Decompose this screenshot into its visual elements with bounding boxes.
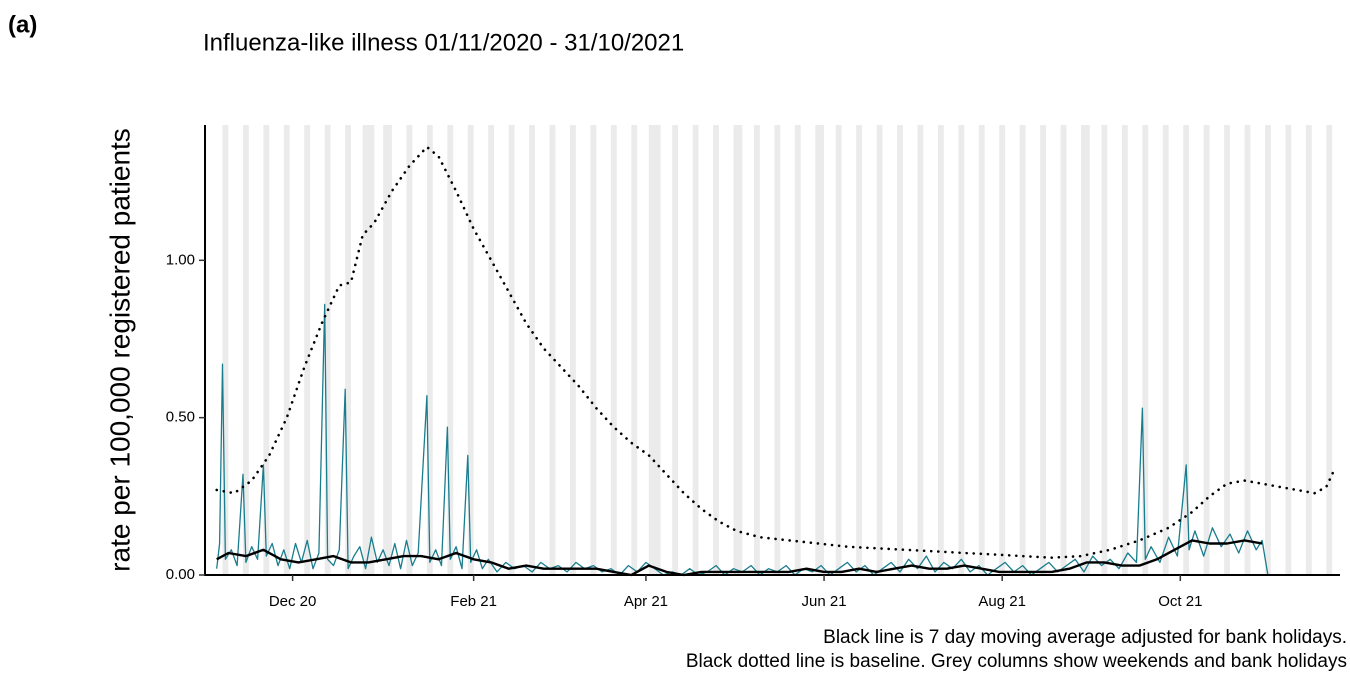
shaded-column [610,125,617,575]
shaded-column [570,125,576,575]
x-tick-label: Dec 20 [269,593,317,610]
shaded-column [283,125,290,575]
shaded-column [876,125,883,575]
shaded-column [835,125,842,575]
shaded-column [794,125,801,575]
shaded-column [1183,125,1190,575]
shaded-column [733,125,743,575]
shaded-column [467,125,474,575]
panel-label: (a) [8,11,37,38]
shaded-column [508,125,515,575]
shaded-column [1019,125,1026,575]
shaded-column [1162,125,1169,575]
shaded-column [937,125,944,575]
series-line [216,303,1269,576]
shaded-column [978,125,985,575]
shaded-column [648,125,661,575]
x-tick-label: Apr 21 [624,593,668,610]
x-tick-label: Aug 21 [978,593,1026,610]
shaded-column [958,125,965,575]
shaded-column [856,125,863,575]
shaded-column [1264,125,1271,575]
shaded-column [263,125,270,575]
shaded-column [1224,125,1230,575]
series-line [216,539,1263,577]
shaded-column [774,125,781,575]
series-line [215,145,1337,559]
x-tick-label: Oct 21 [1158,593,1202,610]
shaded-column [631,125,638,575]
shaded-column [897,125,903,575]
shaded-column [345,125,352,575]
shaded-column [672,125,679,575]
shaded-column [815,125,825,575]
y-tick-label: 1.00 [166,251,195,268]
shaded-column [692,125,699,575]
shaded-column [242,125,249,575]
x-tick-label: Feb 21 [450,593,497,610]
footnote: Black dotted line is baseline. Grey colu… [686,651,1347,672]
chart-title: Influenza-like illness 01/11/2020 - 31/1… [203,29,684,56]
shaded-column [753,125,760,575]
shaded-column [447,125,454,575]
shaded-column [406,125,413,575]
shaded-column [488,125,495,575]
shaded-column [1326,125,1333,575]
shaded-column [222,125,229,575]
shaded-column [529,125,535,575]
shaded-column [324,125,331,575]
shaded-column [362,125,375,575]
shaded-column [1142,125,1149,575]
shaded-column [1305,125,1312,575]
shaded-column [1121,125,1128,575]
shaded-column [304,125,311,575]
y-axis-title: rate per 100,000 registered patients [104,128,135,572]
footnote: Black line is 7 day moving average adjus… [823,627,1347,648]
shaded-column [1203,125,1210,575]
x-tick-label: Jun 21 [802,593,847,610]
y-tick-label: 0.50 [166,409,195,426]
shaded-column [917,125,924,575]
shaded-column [1040,125,1046,575]
shaded-column [383,125,392,575]
shaded-column [1244,125,1251,575]
y-tick-label: 0.00 [166,566,195,583]
shaded-column [590,125,597,575]
shaded-column [1060,125,1067,575]
shaded-column [1081,125,1090,575]
shaded-column [549,125,556,575]
shaded-column [999,125,1006,575]
shaded-column [1285,125,1292,575]
shaded-column [1101,125,1108,575]
shaded-column [426,125,433,575]
shaded-column [713,125,719,575]
